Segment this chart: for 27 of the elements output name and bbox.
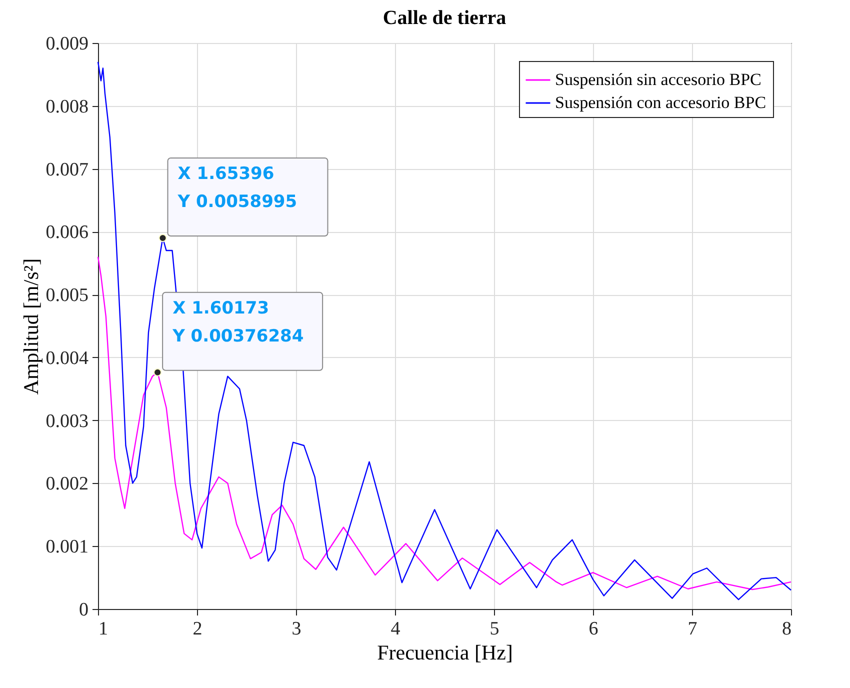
legend-label: Suspensión sin accesorio BPC (555, 70, 762, 89)
x-tick-label: 6 (588, 618, 598, 640)
y-tick-label: 0.005 (46, 285, 88, 306)
y-tick-label: 0.008 (46, 96, 88, 118)
y-tick-label: 0.009 (46, 34, 88, 54)
annotation: X 1.65396 Y 0.0058995 (176, 164, 298, 212)
line-series (97, 256, 792, 590)
y-tick-label: 0 (79, 600, 88, 620)
y-tick-label: 0.002 (46, 474, 88, 495)
x-tick-label: 4 (390, 618, 401, 640)
x-tick-label: 8 (782, 618, 792, 640)
y-tick-label: 0.007 (46, 159, 88, 180)
y-tick-label: 0.001 (46, 536, 88, 558)
legend-label: Suspensión con accesorio BPC (555, 93, 766, 112)
line-series (97, 61, 792, 600)
x-tick-label: 2 (192, 618, 202, 640)
annotation: X 1.60173 Y 0.00376284 (172, 298, 304, 346)
x-axis-title: Frecuencia [Hz] (377, 640, 513, 664)
chart-title: Calle de tierra (382, 7, 506, 29)
x-tick-label: 1 (98, 618, 108, 640)
y-tick-label: 0.006 (46, 222, 88, 244)
x-tick-label: 5 (490, 618, 500, 640)
x-tick-label: 7 (688, 618, 698, 640)
x-tick-label: 3 (292, 618, 302, 640)
y-axis-title: Amplitud [m/s²] (18, 258, 43, 395)
y-tick-label: 0.004 (46, 348, 89, 369)
y-tick-label: 0.003 (46, 410, 88, 432)
